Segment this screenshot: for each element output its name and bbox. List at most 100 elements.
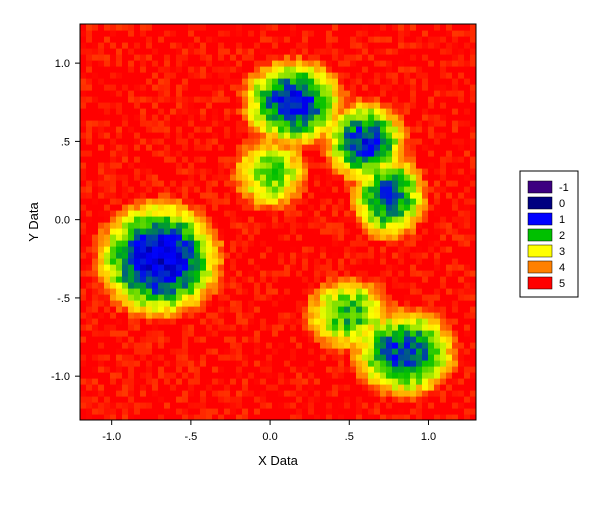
heatmap-cell	[122, 84, 129, 91]
heatmap-cell	[164, 390, 171, 397]
heatmap-cell	[392, 384, 399, 391]
heatmap-cell	[374, 318, 381, 325]
heatmap-cell	[428, 378, 435, 385]
heatmap-cell	[296, 168, 303, 175]
heatmap-cell	[338, 66, 345, 73]
heatmap-cell	[152, 264, 159, 271]
heatmap-cell	[92, 24, 99, 31]
heatmap-cell	[80, 276, 87, 283]
heatmap-cell	[464, 108, 471, 115]
heatmap-cell	[218, 264, 225, 271]
heatmap-cell	[290, 66, 297, 73]
heatmap-cell	[146, 84, 153, 91]
heatmap-cell	[416, 78, 423, 85]
heatmap-cell	[380, 78, 387, 85]
heatmap-cell	[170, 396, 177, 403]
heatmap-cell	[194, 168, 201, 175]
heatmap-cell	[410, 306, 417, 313]
heatmap-cell	[416, 216, 423, 223]
x-axis-label: X Data	[258, 453, 299, 468]
heatmap-cell	[254, 366, 261, 373]
heatmap-cell	[158, 90, 165, 97]
heatmap-cell	[374, 42, 381, 49]
heatmap-cell	[116, 204, 123, 211]
heatmap-cell	[230, 198, 237, 205]
heatmap-cell	[128, 240, 135, 247]
heatmap-cell	[368, 48, 375, 55]
heatmap-cell	[206, 132, 213, 139]
heatmap-cell	[182, 222, 189, 229]
heatmap-cell	[446, 216, 453, 223]
heatmap-cell	[344, 276, 351, 283]
heatmap-cell	[434, 198, 441, 205]
heatmap-cell	[326, 162, 333, 169]
heatmap-cell	[272, 120, 279, 127]
heatmap-cell	[122, 318, 129, 325]
heatmap-cell	[152, 24, 159, 31]
heatmap-cell	[92, 96, 99, 103]
heatmap-cell	[452, 330, 459, 337]
heatmap-cell	[110, 30, 117, 37]
heatmap-cell	[218, 258, 225, 265]
heatmap-cell	[284, 240, 291, 247]
heatmap-cell	[314, 306, 321, 313]
heatmap-cell	[344, 240, 351, 247]
heatmap-cell	[182, 306, 189, 313]
heatmap-cell	[446, 138, 453, 145]
heatmap-cell	[392, 174, 399, 181]
heatmap-cell	[434, 240, 441, 247]
heatmap-cell	[332, 270, 339, 277]
heatmap-cell	[152, 132, 159, 139]
heatmap-cell	[344, 192, 351, 199]
heatmap-cell	[170, 312, 177, 319]
heatmap-cell	[464, 78, 471, 85]
heatmap-cell	[452, 144, 459, 151]
heatmap-cell	[380, 90, 387, 97]
heatmap-cell	[374, 150, 381, 157]
heatmap-cell	[392, 408, 399, 415]
heatmap-cell	[266, 108, 273, 115]
heatmap-cell	[200, 402, 207, 409]
heatmap-cell	[236, 330, 243, 337]
heatmap-cell	[176, 282, 183, 289]
heatmap-cell	[242, 372, 249, 379]
heatmap-cell	[200, 96, 207, 103]
heatmap-cell	[104, 54, 111, 61]
heatmap-cell	[410, 234, 417, 241]
heatmap-cell	[152, 162, 159, 169]
heatmap-cell	[284, 270, 291, 277]
heatmap-cell	[302, 144, 309, 151]
heatmap-cell	[458, 150, 465, 157]
heatmap-cell	[362, 336, 369, 343]
heatmap-cell	[446, 324, 453, 331]
heatmap-cell	[254, 102, 261, 109]
heatmap-cell	[446, 180, 453, 187]
heatmap-cell	[452, 324, 459, 331]
heatmap-cell	[170, 276, 177, 283]
heatmap-cell	[164, 162, 171, 169]
heatmap-cell	[248, 60, 255, 67]
heatmap-cell	[362, 114, 369, 121]
heatmap-cell	[434, 180, 441, 187]
heatmap-cell	[356, 402, 363, 409]
heatmap-cell	[296, 282, 303, 289]
heatmap-cell	[236, 234, 243, 241]
heatmap-cell	[170, 186, 177, 193]
heatmap-cell	[176, 60, 183, 67]
heatmap-cell	[158, 186, 165, 193]
heatmap-cell	[314, 270, 321, 277]
heatmap-cell	[194, 390, 201, 397]
heatmap-cell	[224, 390, 231, 397]
heatmap-cell	[230, 120, 237, 127]
legend-swatch	[527, 212, 553, 226]
heatmap-cell	[386, 60, 393, 67]
heatmap-cell	[452, 84, 459, 91]
heatmap-cell	[236, 396, 243, 403]
heatmap-cell	[380, 216, 387, 223]
heatmap-cell	[458, 258, 465, 265]
heatmap-cell	[236, 90, 243, 97]
heatmap-cell	[176, 294, 183, 301]
heatmap-cell	[248, 168, 255, 175]
heatmap-cell	[104, 240, 111, 247]
heatmap-cell	[434, 390, 441, 397]
